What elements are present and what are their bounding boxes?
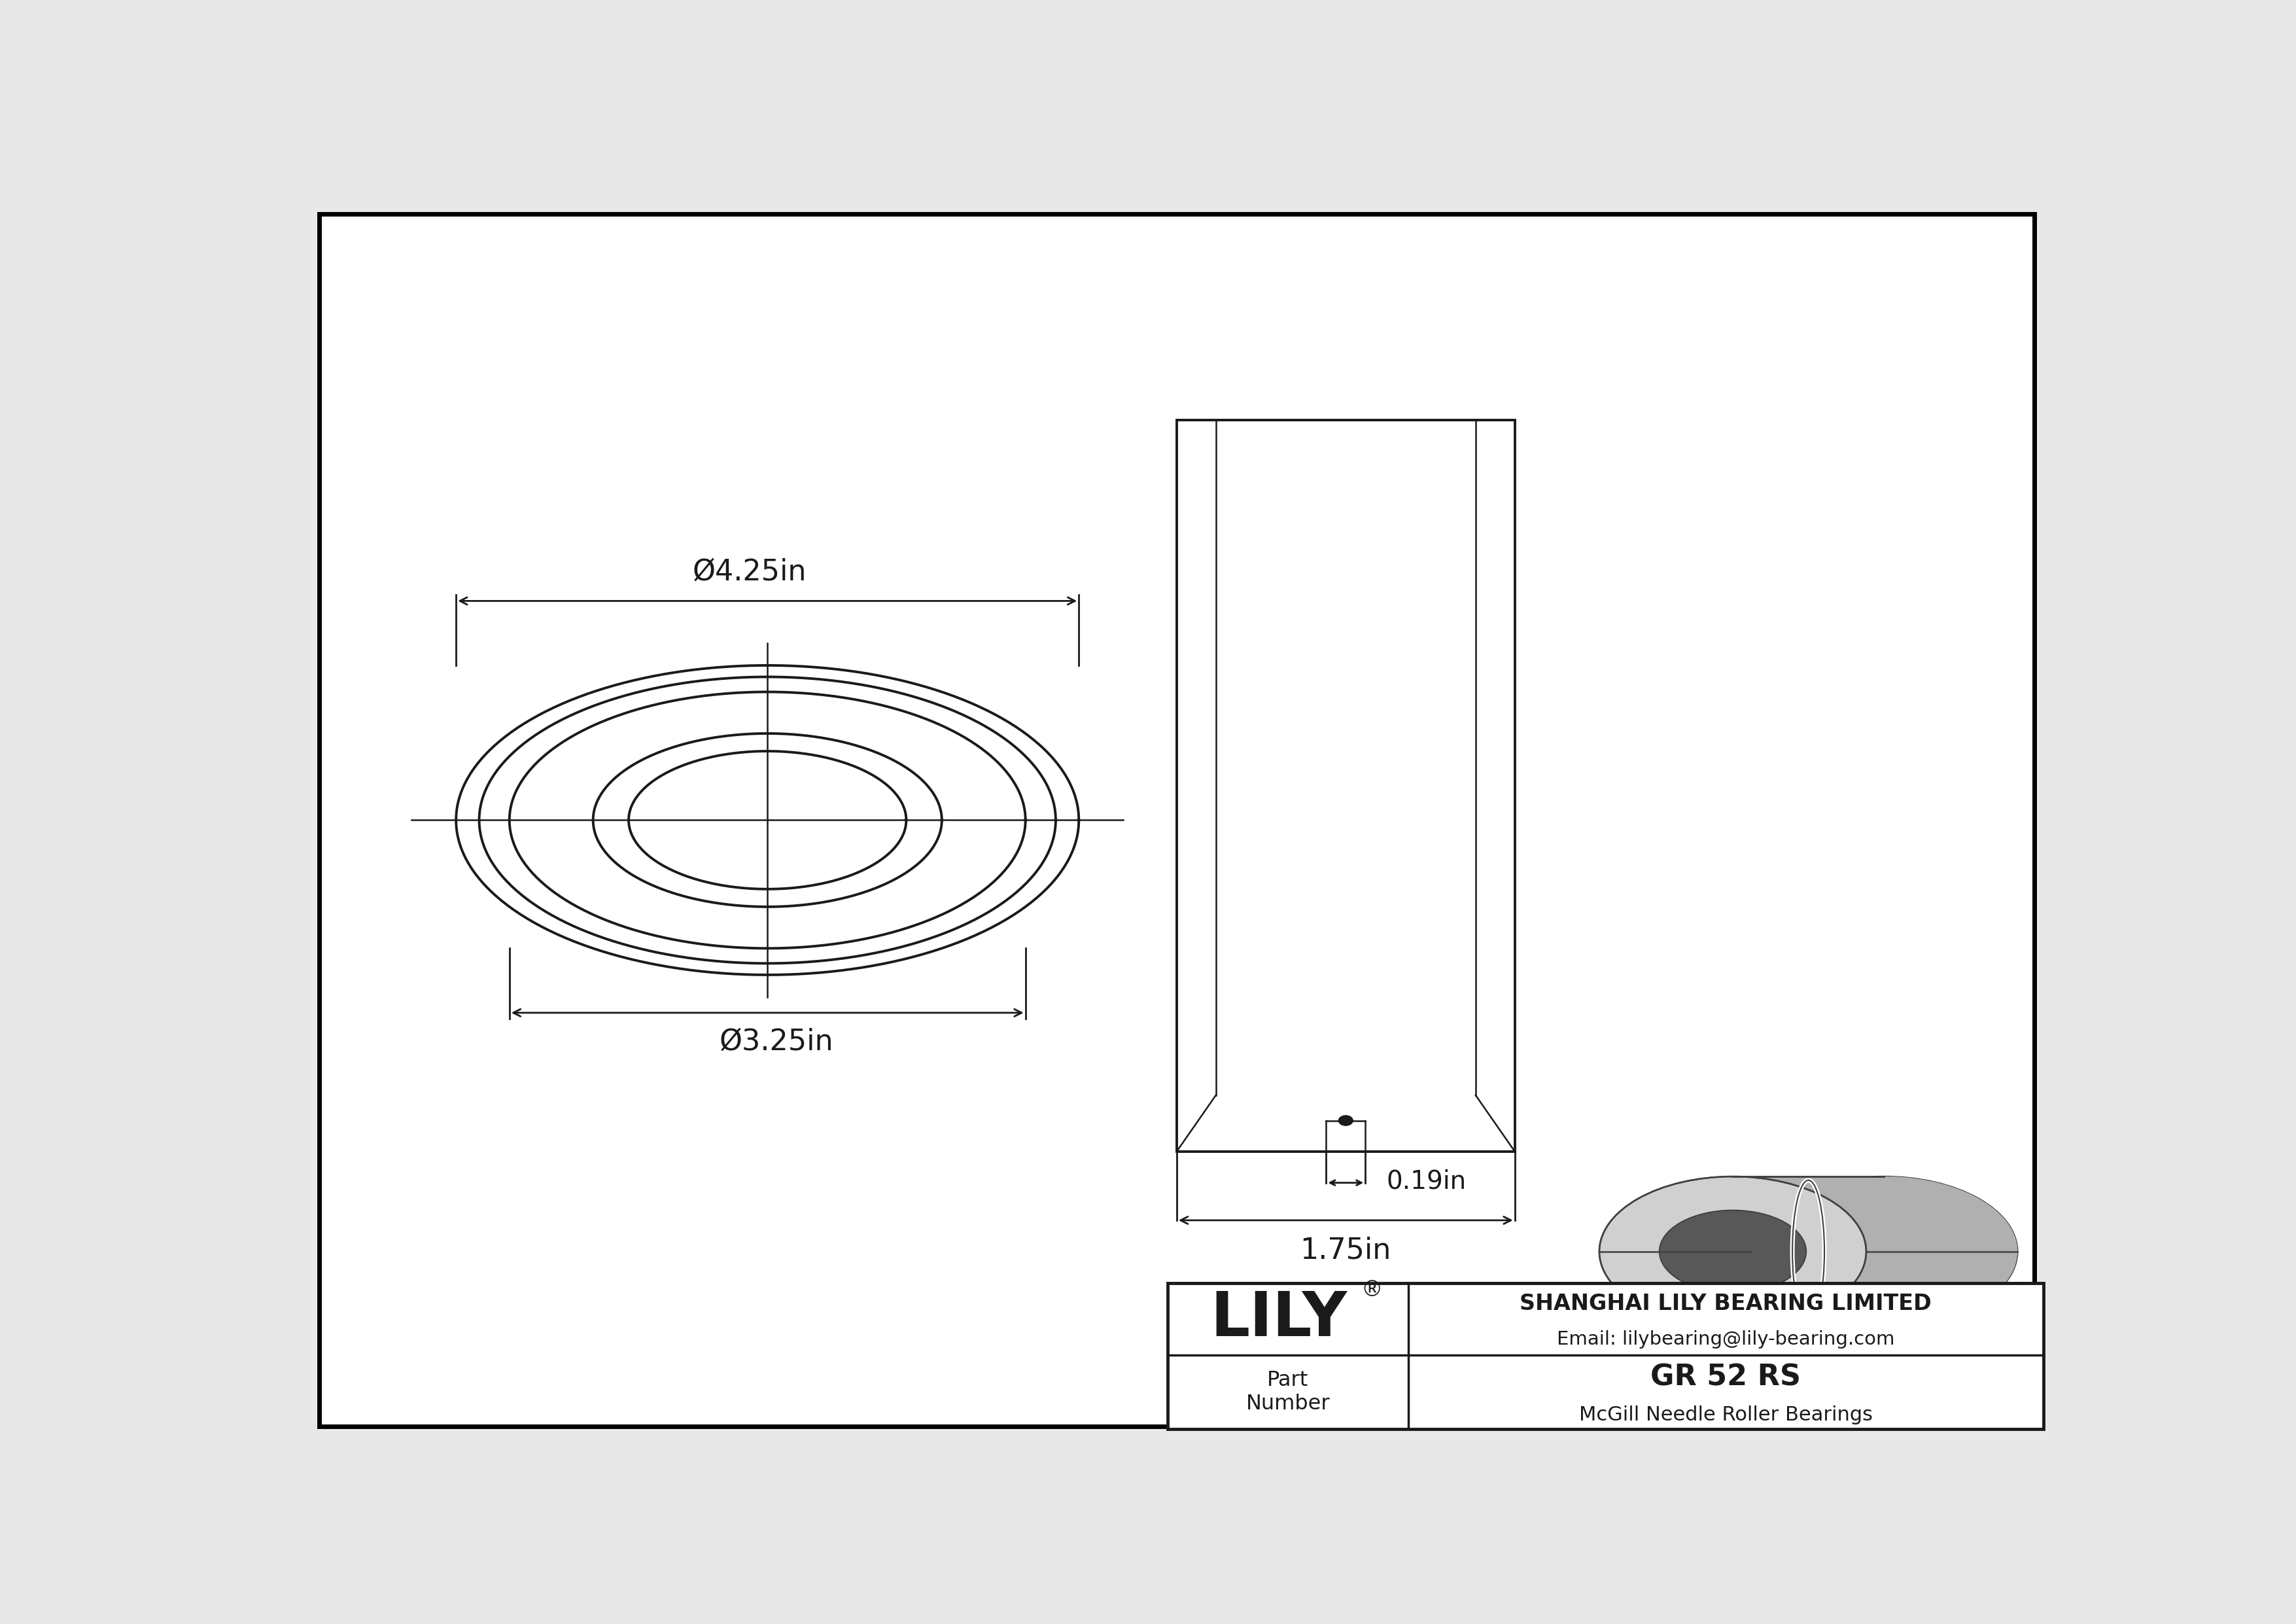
Text: Ø3.25in: Ø3.25in <box>719 1028 833 1056</box>
Polygon shape <box>1832 1202 1986 1203</box>
Polygon shape <box>1857 1223 2009 1226</box>
Polygon shape <box>1853 1220 2007 1221</box>
Text: Ø4.25in: Ø4.25in <box>693 557 806 586</box>
FancyBboxPatch shape <box>1733 1176 1885 1252</box>
Polygon shape <box>1851 1216 2004 1220</box>
Polygon shape <box>1864 1237 2016 1239</box>
Polygon shape <box>1600 1247 1752 1249</box>
Polygon shape <box>1626 1205 1779 1207</box>
Ellipse shape <box>1750 1176 2018 1327</box>
Text: Part
Number: Part Number <box>1247 1371 1329 1415</box>
Polygon shape <box>1623 1207 1777 1208</box>
Polygon shape <box>1864 1239 2016 1242</box>
Polygon shape <box>1860 1228 2011 1231</box>
Polygon shape <box>1862 1233 2014 1234</box>
Polygon shape <box>1867 1249 2018 1252</box>
Polygon shape <box>1607 1223 1761 1226</box>
Polygon shape <box>1614 1215 1768 1216</box>
Polygon shape <box>1605 1226 1759 1228</box>
Ellipse shape <box>1812 1210 1958 1293</box>
Polygon shape <box>1605 1228 1756 1231</box>
Polygon shape <box>1612 1216 1766 1220</box>
Polygon shape <box>1846 1212 1998 1213</box>
FancyBboxPatch shape <box>1176 421 1515 1151</box>
Polygon shape <box>1616 1213 1770 1215</box>
Polygon shape <box>1639 1197 1793 1199</box>
Polygon shape <box>1867 1244 2018 1247</box>
Text: ®: ® <box>1362 1280 1382 1301</box>
Polygon shape <box>1619 1212 1773 1213</box>
Polygon shape <box>1603 1234 1754 1237</box>
Polygon shape <box>1839 1207 1993 1208</box>
Polygon shape <box>1855 1221 2009 1223</box>
Polygon shape <box>1830 1200 1984 1202</box>
Ellipse shape <box>1660 1210 1807 1293</box>
Text: Email: lilybearing@lily-bearing.com: Email: lilybearing@lily-bearing.com <box>1557 1330 1894 1348</box>
Text: 0.19in: 0.19in <box>1387 1169 1467 1194</box>
FancyBboxPatch shape <box>1169 1283 2043 1429</box>
Polygon shape <box>1609 1221 1761 1223</box>
Polygon shape <box>1600 1237 1752 1239</box>
Text: McGill Needle Roller Bearings: McGill Needle Roller Bearings <box>1580 1405 1874 1424</box>
Polygon shape <box>1848 1215 2002 1216</box>
Polygon shape <box>1603 1231 1756 1233</box>
Polygon shape <box>1600 1249 1750 1252</box>
Polygon shape <box>1837 1205 1991 1207</box>
Polygon shape <box>1860 1231 2014 1233</box>
Polygon shape <box>1862 1234 2016 1237</box>
Polygon shape <box>1603 1233 1754 1234</box>
Polygon shape <box>1867 1247 2018 1249</box>
Polygon shape <box>1628 1203 1782 1205</box>
Polygon shape <box>1864 1242 2016 1244</box>
Polygon shape <box>1835 1203 1988 1205</box>
Text: GR 52 RS: GR 52 RS <box>1651 1363 1800 1392</box>
Polygon shape <box>1621 1208 1775 1212</box>
Polygon shape <box>1637 1199 1791 1200</box>
Text: LILY: LILY <box>1210 1289 1348 1350</box>
Ellipse shape <box>1600 1176 1867 1327</box>
Polygon shape <box>1600 1242 1752 1244</box>
Polygon shape <box>1630 1202 1784 1203</box>
Circle shape <box>1339 1116 1352 1125</box>
Polygon shape <box>1825 1199 1981 1200</box>
Polygon shape <box>1848 1213 2000 1215</box>
Polygon shape <box>1632 1200 1786 1202</box>
Text: SHANGHAI LILY BEARING LIMITED: SHANGHAI LILY BEARING LIMITED <box>1520 1293 1931 1314</box>
Polygon shape <box>1844 1208 1995 1212</box>
FancyBboxPatch shape <box>319 214 2034 1426</box>
Polygon shape <box>1600 1239 1752 1242</box>
Polygon shape <box>1600 1244 1752 1247</box>
Polygon shape <box>1609 1220 1763 1221</box>
Polygon shape <box>1823 1197 1977 1199</box>
Text: 1.75in: 1.75in <box>1300 1236 1391 1265</box>
Polygon shape <box>1857 1226 2011 1228</box>
Polygon shape <box>1733 1176 2018 1327</box>
